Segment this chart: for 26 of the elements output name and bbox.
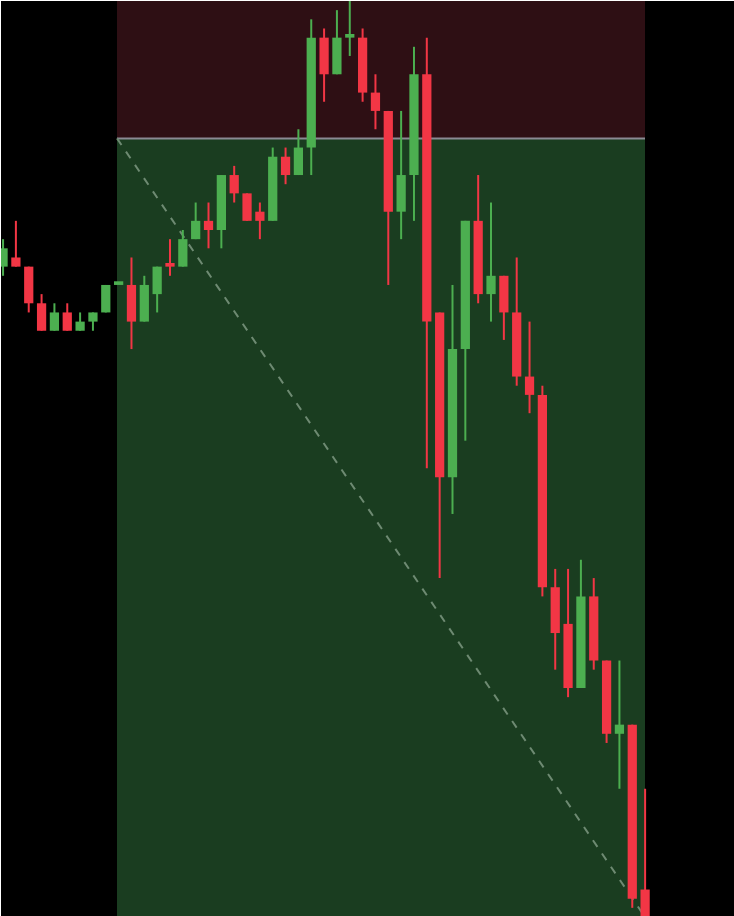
candlestick xyxy=(486,201,496,323)
candlestick xyxy=(178,229,188,268)
candlestick xyxy=(139,274,149,323)
candlestick xyxy=(75,311,85,332)
candlestick xyxy=(88,311,98,332)
candlestick xyxy=(319,27,329,103)
candlestick xyxy=(614,659,625,790)
candlestick xyxy=(229,164,239,204)
candlestick xyxy=(280,146,291,186)
candlestick xyxy=(36,293,47,332)
candlestick xyxy=(62,302,72,332)
candlestick xyxy=(203,201,214,250)
candlestick xyxy=(370,73,381,131)
candlestick xyxy=(499,274,509,341)
candlestick xyxy=(152,265,162,314)
candlestick xyxy=(24,265,34,314)
candlestick xyxy=(345,1,355,57)
candlestick xyxy=(293,128,304,177)
candlestick xyxy=(11,219,21,268)
candlestick xyxy=(165,238,175,277)
candlestick xyxy=(49,302,60,332)
candlestick xyxy=(524,320,535,415)
candlestick xyxy=(191,201,201,241)
candlestick xyxy=(126,256,137,351)
candlestick xyxy=(396,109,406,241)
candlestick xyxy=(332,9,342,76)
